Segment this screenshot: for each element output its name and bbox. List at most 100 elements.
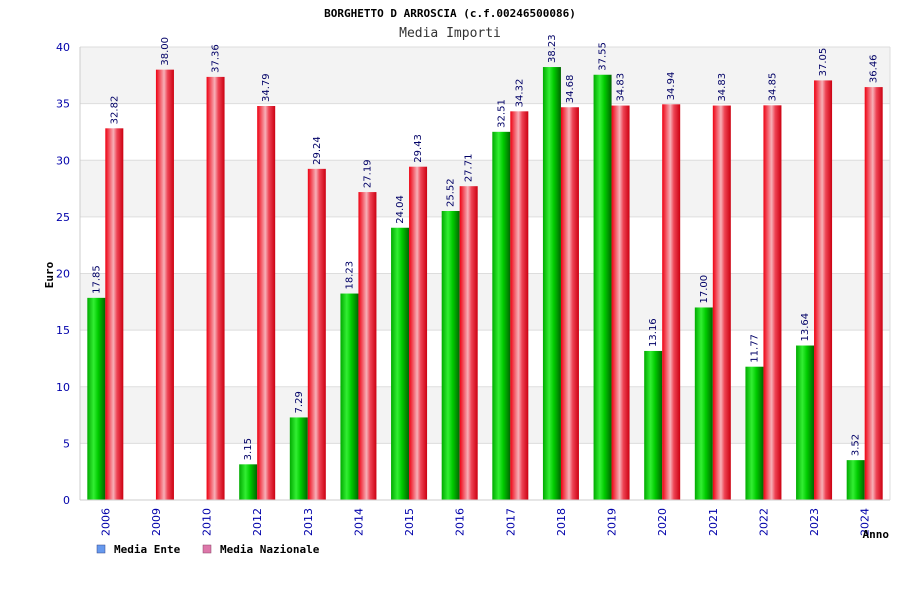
bar-media-ente-2015: [391, 227, 410, 500]
bars: [87, 67, 883, 501]
x-tick-label-2010: 2010: [201, 508, 214, 536]
x-tick-label-2013: 2013: [302, 508, 315, 536]
bar-media-nazionale-2009: [155, 69, 174, 501]
x-tick-label-2022: 2022: [757, 508, 770, 536]
legend-swatch-media-nazionale: [202, 544, 212, 554]
x-tick-label-2006: 2006: [99, 508, 112, 536]
data-label-media-nazionale-2012: 34.79: [261, 73, 272, 102]
x-tick-label-2024: 2024: [859, 508, 872, 536]
bar-media-ente-2024: [846, 460, 865, 500]
bar-media-nazionale-2023: [814, 80, 833, 500]
x-tick-label-2012: 2012: [251, 508, 264, 536]
y-axis-label: Euro: [43, 261, 56, 288]
legend-label-media-ente: Media Ente: [114, 543, 181, 556]
data-label-media-nazionale-2018: 34.68: [565, 75, 576, 104]
bar-media-ente-2013: [289, 417, 308, 500]
bar-media-nazionale-2016: [459, 186, 478, 500]
x-tick-label-2021: 2021: [707, 508, 720, 536]
y-tick-label: 35: [56, 98, 70, 111]
y-tick-label: 5: [63, 437, 70, 450]
bar-media-ente-2014: [340, 293, 359, 500]
bar-media-nazionale-2013: [307, 168, 326, 500]
bar-media-nazionale-2010: [206, 76, 225, 500]
data-label-media-ente-2014: 18.23: [344, 261, 355, 290]
y-tick-label: 0: [63, 494, 70, 507]
data-label-media-ente-2024: 3.52: [851, 434, 862, 456]
x-tick-label-2016: 2016: [454, 508, 467, 536]
y-tick-label: 30: [56, 154, 70, 167]
x-tick-label-2018: 2018: [555, 508, 568, 536]
data-label-media-nazionale-2010: 37.36: [211, 44, 222, 73]
bar-media-nazionale-2024: [864, 87, 883, 500]
bar-media-nazionale-2020: [662, 104, 681, 500]
data-label-media-ente-2015: 24.04: [395, 195, 406, 224]
x-tick-label-2023: 2023: [808, 508, 821, 536]
y-tick-label: 40: [56, 41, 70, 54]
x-tick-label-2014: 2014: [352, 508, 365, 536]
bar-media-nazionale-2022: [763, 105, 782, 500]
data-label-media-ente-2017: 32.51: [496, 99, 507, 128]
data-label-media-ente-2016: 25.52: [446, 178, 457, 207]
bar-media-ente-2021: [694, 307, 713, 500]
bar-media-ente-2017: [492, 131, 511, 500]
data-labels: 17.85 32.82 38.00 37.36 3.15 34.79 7.29 29.24 18…: [91, 34, 879, 460]
legend-swatch-media-ente: [96, 544, 106, 554]
bar-media-ente-2022: [745, 366, 764, 500]
data-label-media-ente-2021: 17.00: [699, 275, 710, 304]
bar-media-nazionale-2021: [712, 105, 731, 501]
data-label-media-ente-2018: 38.23: [547, 34, 558, 63]
data-label-media-nazionale-2009: 38.00: [160, 37, 171, 66]
y-tick-label: 25: [56, 211, 70, 224]
bar-media-nazionale-2014: [358, 192, 377, 501]
data-label-media-nazionale-2021: 34.83: [717, 73, 728, 102]
y-tick-labels: 0 5 10 15 20 25 30 35 40: [56, 41, 70, 507]
bar-media-nazionale-2006: [105, 128, 124, 500]
bar-media-nazionale-2012: [257, 106, 276, 501]
data-label-media-nazionale-2016: 27.71: [464, 154, 475, 183]
data-label-media-nazionale-2024: 36.46: [869, 54, 880, 83]
x-tick-labels: 2006 2009 2010 2012 2013 2014 2015 2016 2017 2018…: [99, 508, 871, 536]
data-label-media-nazionale-2020: 34.94: [666, 72, 677, 101]
x-tick-label-2019: 2019: [606, 508, 619, 536]
x-tick-label-2009: 2009: [150, 508, 163, 536]
axes: [79, 47, 891, 501]
x-tick-label-2015: 2015: [403, 508, 416, 536]
y-tick-label: 15: [56, 324, 70, 337]
legend: Media Ente Media Nazionale: [96, 543, 320, 556]
data-label-media-ente-2012: 3.15: [243, 438, 254, 460]
bar-media-nazionale-2017: [510, 111, 529, 501]
bar-media-ente-2023: [796, 345, 815, 500]
bar-media-nazionale-2015: [409, 166, 428, 500]
data-label-media-ente-2020: 13.16: [648, 318, 659, 347]
bar-media-ente-2016: [441, 210, 460, 500]
legend-label-media-nazionale: Media Nazionale: [220, 543, 320, 556]
bar-media-ente-2018: [542, 67, 561, 500]
data-label-media-nazionale-2019: 34.83: [616, 73, 627, 102]
data-label-media-ente-2019: 37.55: [598, 42, 609, 71]
chart-title: BORGHETTO D ARROSCIA (c.f.00246500086): [324, 7, 576, 20]
y-tick-label: 20: [56, 268, 70, 281]
bar-media-ente-2006: [87, 297, 106, 500]
data-label-media-nazionale-2006: 32.82: [109, 96, 120, 125]
data-label-media-ente-2006: 17.85: [91, 265, 102, 294]
data-label-media-nazionale-2022: 34.85: [767, 73, 778, 102]
data-label-media-ente-2013: 7.29: [294, 391, 305, 413]
bar-media-ente-2012: [239, 464, 258, 500]
data-label-media-ente-2023: 13.64: [800, 313, 811, 342]
data-label-media-nazionale-2015: 29.43: [413, 134, 424, 163]
data-label-media-nazionale-2023: 37.05: [818, 48, 829, 77]
data-label-media-nazionale-2014: 27.19: [362, 159, 373, 188]
data-label-media-nazionale-2013: 29.24: [312, 136, 323, 165]
chart-subtitle: Media Importi: [399, 26, 501, 41]
bar-media-ente-2020: [644, 350, 663, 500]
bar-media-ente-2019: [593, 74, 612, 500]
data-label-media-nazionale-2017: 34.32: [514, 79, 525, 108]
y-tick-label: 10: [56, 381, 70, 394]
bar-media-nazionale-2018: [560, 107, 579, 501]
x-tick-label-2017: 2017: [504, 508, 517, 536]
bar-media-nazionale-2019: [611, 105, 630, 501]
x-axis-label: Anno: [863, 528, 890, 541]
data-label-media-ente-2022: 11.77: [749, 334, 760, 363]
x-tick-label-2020: 2020: [656, 508, 669, 536]
